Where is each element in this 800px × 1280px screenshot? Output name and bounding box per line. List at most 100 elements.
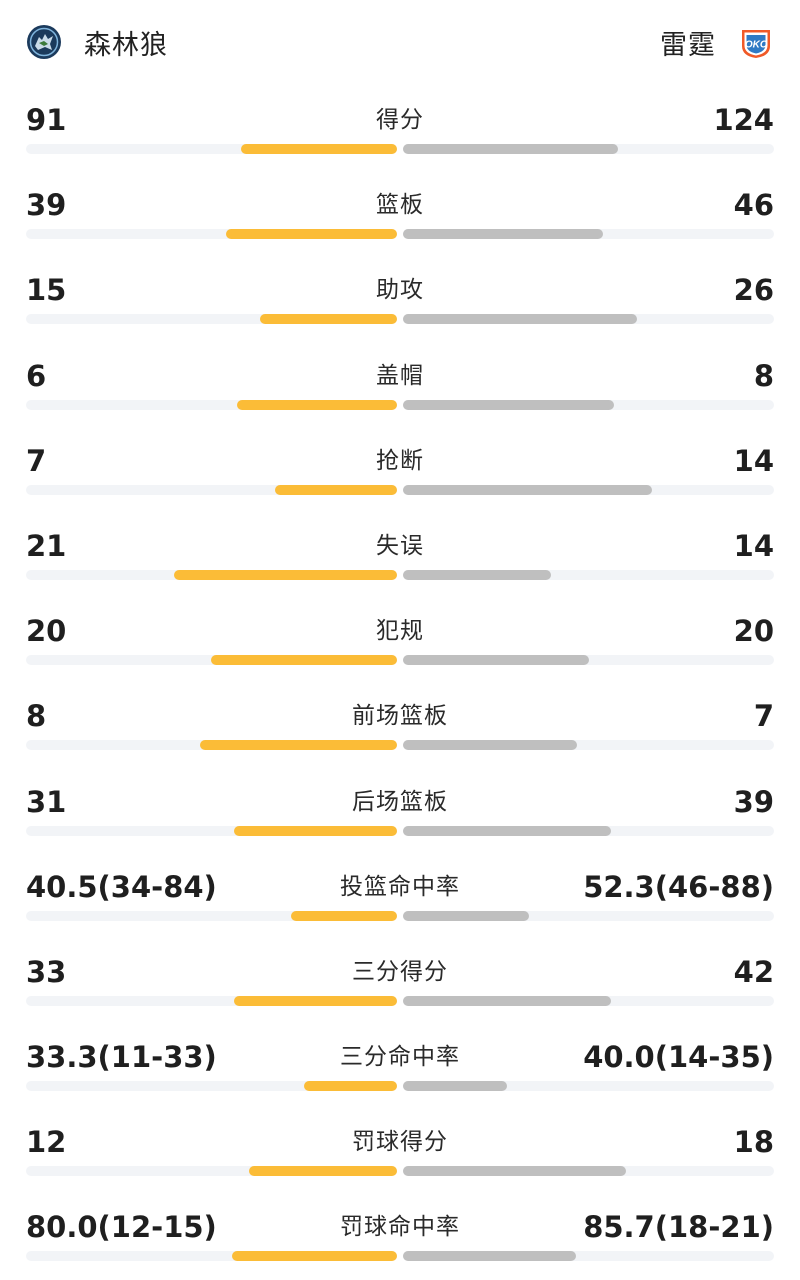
home-stat-bar-track [26, 740, 397, 751]
away-stat-bar [403, 399, 614, 410]
thunder-okc-logo-icon: OKC [742, 30, 770, 58]
away-stat-bar [403, 740, 577, 751]
home-stat-bar [200, 740, 397, 751]
away-stat-bar-track [403, 399, 774, 410]
home-stat-bar [275, 484, 397, 495]
away-team-name: 雷霆 [660, 29, 716, 61]
home-stat-value: 80.0(12-15) [26, 1210, 217, 1245]
away-stat-bar-track [403, 1081, 774, 1092]
stat-label: 投篮命中率 [340, 873, 460, 900]
home-stat-value: 91 [26, 103, 67, 137]
away-stat-bar-track [403, 314, 774, 325]
away-stat-bar [403, 1166, 626, 1177]
timberwolves-logo-icon [27, 25, 61, 59]
stat-label: 后场篮板 [352, 788, 448, 815]
stat-row: 80.0(12-15) 罚球命中率 85.7(18-21) [0, 1193, 800, 1278]
away-stat-bar [403, 569, 551, 580]
stat-row: 12 罚球得分 18 [0, 1108, 800, 1193]
stat-label: 罚球得分 [352, 1129, 448, 1156]
stat-row: 6 盖帽 8 [0, 342, 800, 427]
home-stat-value: 40.5(34-84) [26, 869, 217, 904]
home-stat-value: 8 [26, 699, 47, 734]
away-stat-value: 14 [733, 528, 774, 563]
away-stat-bar [403, 144, 618, 154]
stat-row: 15 助攻 26 [0, 256, 800, 341]
home-stat-value: 31 [26, 784, 67, 819]
away-stat-bar-track [403, 144, 774, 154]
stat-row: 33 三分得分 42 [0, 938, 800, 1023]
stat-label: 犯规 [376, 618, 424, 645]
stat-row: 31 后场篮板 39 [0, 768, 800, 853]
home-stat-bar-track [26, 995, 397, 1006]
away-stat-bar [403, 484, 652, 495]
home-stat-value: 20 [26, 614, 67, 649]
home-stat-value: 21 [26, 528, 67, 563]
stat-label: 罚球命中率 [340, 1214, 460, 1241]
home-stat-value: 33 [26, 954, 67, 989]
home-stat-bar-track [26, 569, 397, 580]
away-stat-bar-track [403, 1166, 774, 1177]
home-stat-bar [211, 655, 397, 666]
away-stat-value: 85.7(18-21) [583, 1210, 774, 1245]
away-stat-bar [403, 910, 529, 921]
away-team[interactable]: 雷霆 OKC [660, 22, 774, 62]
away-stat-bar [403, 1251, 576, 1262]
away-stat-bar-track [403, 484, 774, 495]
stat-label: 得分 [376, 107, 424, 133]
stat-row: 7 抢断 14 [0, 427, 800, 512]
home-stat-bar-track [26, 655, 397, 666]
away-stat-value: 52.3(46-88) [583, 869, 774, 904]
away-stat-bar-track [403, 229, 774, 240]
svg-text:OKC: OKC [745, 40, 768, 51]
home-stat-bar [241, 144, 397, 154]
home-stat-bar-track [26, 825, 397, 836]
home-stat-bar-track [26, 229, 397, 240]
away-stat-value: 40.0(14-35) [583, 1040, 774, 1075]
home-stat-value: 39 [26, 188, 67, 223]
team-header: 森林狼 雷霆 OKC [0, 0, 800, 86]
stat-row: 8 前场篮板 7 [0, 682, 800, 767]
away-stat-bar [403, 825, 611, 836]
away-stat-value: 26 [733, 273, 774, 308]
home-team[interactable]: 森林狼 [26, 22, 168, 62]
away-stat-bar-track [403, 740, 774, 751]
stats-list: 91 得分 124 39 篮板 46 15 助攻 26 6 盖帽 8 7 抢断 14 21 失误 14 20 犯规 20… [0, 86, 800, 1279]
away-stat-value: 18 [733, 1125, 774, 1160]
away-stat-bar [403, 229, 603, 240]
home-stat-bar-track [26, 144, 397, 154]
away-stat-bar-track [403, 655, 774, 666]
home-stat-bar-track [26, 484, 397, 495]
home-stat-value: 7 [26, 443, 47, 478]
home-stat-value: 6 [26, 358, 47, 393]
away-stat-value: 7 [753, 699, 774, 734]
stat-label: 三分得分 [352, 958, 448, 985]
stat-row: 21 失误 14 [0, 512, 800, 597]
home-stat-bar-track [26, 399, 397, 410]
home-stat-bar [260, 314, 397, 325]
away-stat-bar-track [403, 910, 774, 921]
home-stat-value: 15 [26, 273, 67, 308]
home-stat-bar-track [26, 314, 397, 325]
away-stat-bar-track [403, 995, 774, 1006]
stat-row: 39 篮板 46 [0, 171, 800, 256]
away-stat-value: 8 [753, 358, 774, 393]
stat-label: 盖帽 [376, 362, 424, 389]
stat-row: 40.5(34-84) 投篮命中率 52.3(46-88) [0, 853, 800, 938]
home-stat-bar-track [26, 1251, 397, 1262]
away-stat-bar-track [403, 569, 774, 580]
home-stat-bar-track [26, 1081, 397, 1092]
home-stat-bar [234, 825, 397, 836]
home-stat-value: 33.3(11-33) [26, 1040, 217, 1075]
away-stat-value: 14 [733, 443, 774, 478]
away-stat-value: 20 [733, 614, 774, 649]
home-stat-bar [249, 1166, 397, 1177]
stat-label: 篮板 [376, 192, 424, 219]
home-team-name: 森林狼 [84, 29, 168, 61]
home-stat-bar-track [26, 1166, 397, 1177]
home-stat-bar [237, 399, 397, 410]
home-stat-bar [174, 569, 397, 580]
stat-row: 33.3(11-33) 三分命中率 40.0(14-35) [0, 1023, 800, 1108]
home-stat-bar [232, 1251, 397, 1262]
home-stat-value: 12 [26, 1125, 67, 1160]
stat-label: 助攻 [376, 277, 424, 304]
